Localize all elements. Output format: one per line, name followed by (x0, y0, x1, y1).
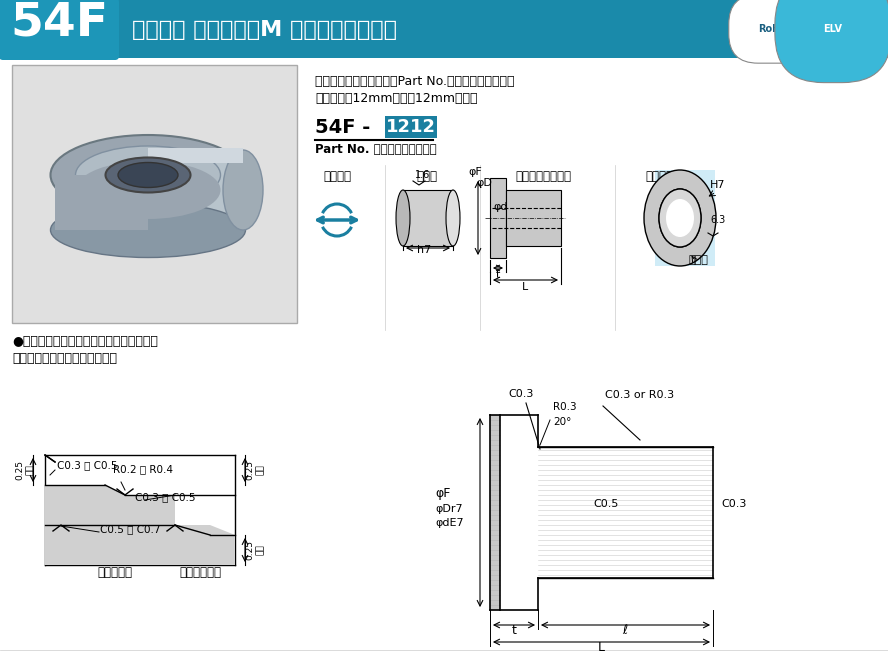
Text: Part No. でご指定ください。: Part No. でご指定ください。 (315, 143, 437, 156)
Text: φD: φD (476, 178, 492, 188)
Bar (148, 150, 243, 230)
Text: ℓ: ℓ (622, 624, 628, 637)
Ellipse shape (106, 157, 191, 193)
Bar (655, 170, 715, 266)
Text: C0.5: C0.5 (593, 499, 618, 509)
Text: RoHS2: RoHS2 (758, 24, 794, 34)
Ellipse shape (446, 190, 460, 246)
Text: 0.25
以下: 0.25 以下 (15, 460, 35, 480)
Text: 面取り: 面取り (688, 255, 708, 265)
Text: ELV: ELV (823, 24, 843, 34)
Ellipse shape (666, 199, 694, 237)
Ellipse shape (51, 203, 245, 258)
Text: 0.25
以下: 0.25 以下 (245, 460, 265, 480)
Ellipse shape (659, 189, 701, 247)
Bar (55, 175, 148, 230)
Text: t: t (496, 270, 500, 280)
Text: φF: φF (468, 167, 482, 177)
Text: C0.5 ～ C0.7: C0.5 ～ C0.7 (100, 524, 161, 534)
Bar (12, 65, 297, 323)
Text: 以下形等の場合もあります。: 以下形等の場合もあります。 (12, 352, 117, 365)
Text: R0.2 ～ R0.4: R0.2 ～ R0.4 (113, 464, 173, 474)
Text: 相手軸: 相手軸 (416, 170, 438, 183)
Text: φDr7: φDr7 (435, 504, 463, 514)
Text: 0.25
以下: 0.25 以下 (245, 540, 265, 560)
Text: ●面取りについては、寸法図の表記以外に: ●面取りについては、寸法図の表記以外に (12, 335, 158, 348)
Text: ハウジング: ハウジング (646, 170, 680, 183)
Ellipse shape (659, 189, 701, 247)
Bar (0, 0, 888, 58)
FancyBboxPatch shape (0, 0, 119, 60)
Text: フランジブッシュ: フランジブッシュ (515, 170, 571, 183)
Text: t: t (511, 624, 517, 637)
Text: φdE7: φdE7 (435, 518, 464, 528)
Text: H7: H7 (710, 180, 725, 190)
Text: 適用する内径、長さからPart No.を選んでください。: 適用する内径、長さからPart No.を選んでください。 (315, 75, 514, 88)
Text: C0.3 ～ C0.5: C0.3 ～ C0.5 (135, 492, 195, 502)
Text: R0.3: R0.3 (553, 402, 576, 412)
Text: C0.3: C0.3 (721, 499, 747, 509)
Text: 54F -: 54F - (315, 118, 377, 137)
Text: フランジ側: フランジ側 (98, 566, 132, 579)
Polygon shape (45, 455, 235, 565)
Ellipse shape (75, 161, 220, 219)
Text: オイレス サーメットM フランジブッシュ: オイレス サーメットM フランジブッシュ (132, 20, 397, 40)
Text: C0.3 or R0.3: C0.3 or R0.3 (605, 390, 674, 400)
Text: 1.6: 1.6 (415, 170, 431, 180)
Text: 54F: 54F (10, 1, 108, 46)
Ellipse shape (51, 135, 245, 215)
Text: 6.3: 6.3 (710, 215, 725, 225)
Text: 1212: 1212 (386, 118, 436, 136)
Ellipse shape (396, 190, 410, 246)
Text: L: L (598, 641, 605, 654)
Bar (403, 190, 453, 246)
Text: L: L (522, 282, 528, 292)
Bar (500, 413, 713, 612)
Bar (385, 116, 437, 138)
Text: C0.3: C0.3 (508, 389, 534, 399)
Text: h7: h7 (417, 245, 432, 255)
Polygon shape (490, 415, 713, 610)
Bar (506, 190, 561, 246)
Text: 20°: 20° (553, 417, 571, 427)
Ellipse shape (223, 150, 263, 230)
Ellipse shape (118, 163, 178, 187)
Bar (490, 178, 506, 258)
Text: ストレート側: ストレート側 (179, 566, 221, 579)
Text: C0.3 ～ C0.5: C0.3 ～ C0.5 (57, 460, 117, 470)
Text: φd: φd (493, 202, 508, 212)
Ellipse shape (75, 146, 220, 204)
Text: φF: φF (435, 487, 450, 500)
Ellipse shape (644, 170, 716, 266)
Text: （例）内径12mm、長あ12mmの場合: （例）内径12mm、長あ12mmの場合 (315, 92, 478, 105)
Bar (148, 148, 243, 163)
Text: 運動方向: 運動方向 (323, 170, 351, 183)
